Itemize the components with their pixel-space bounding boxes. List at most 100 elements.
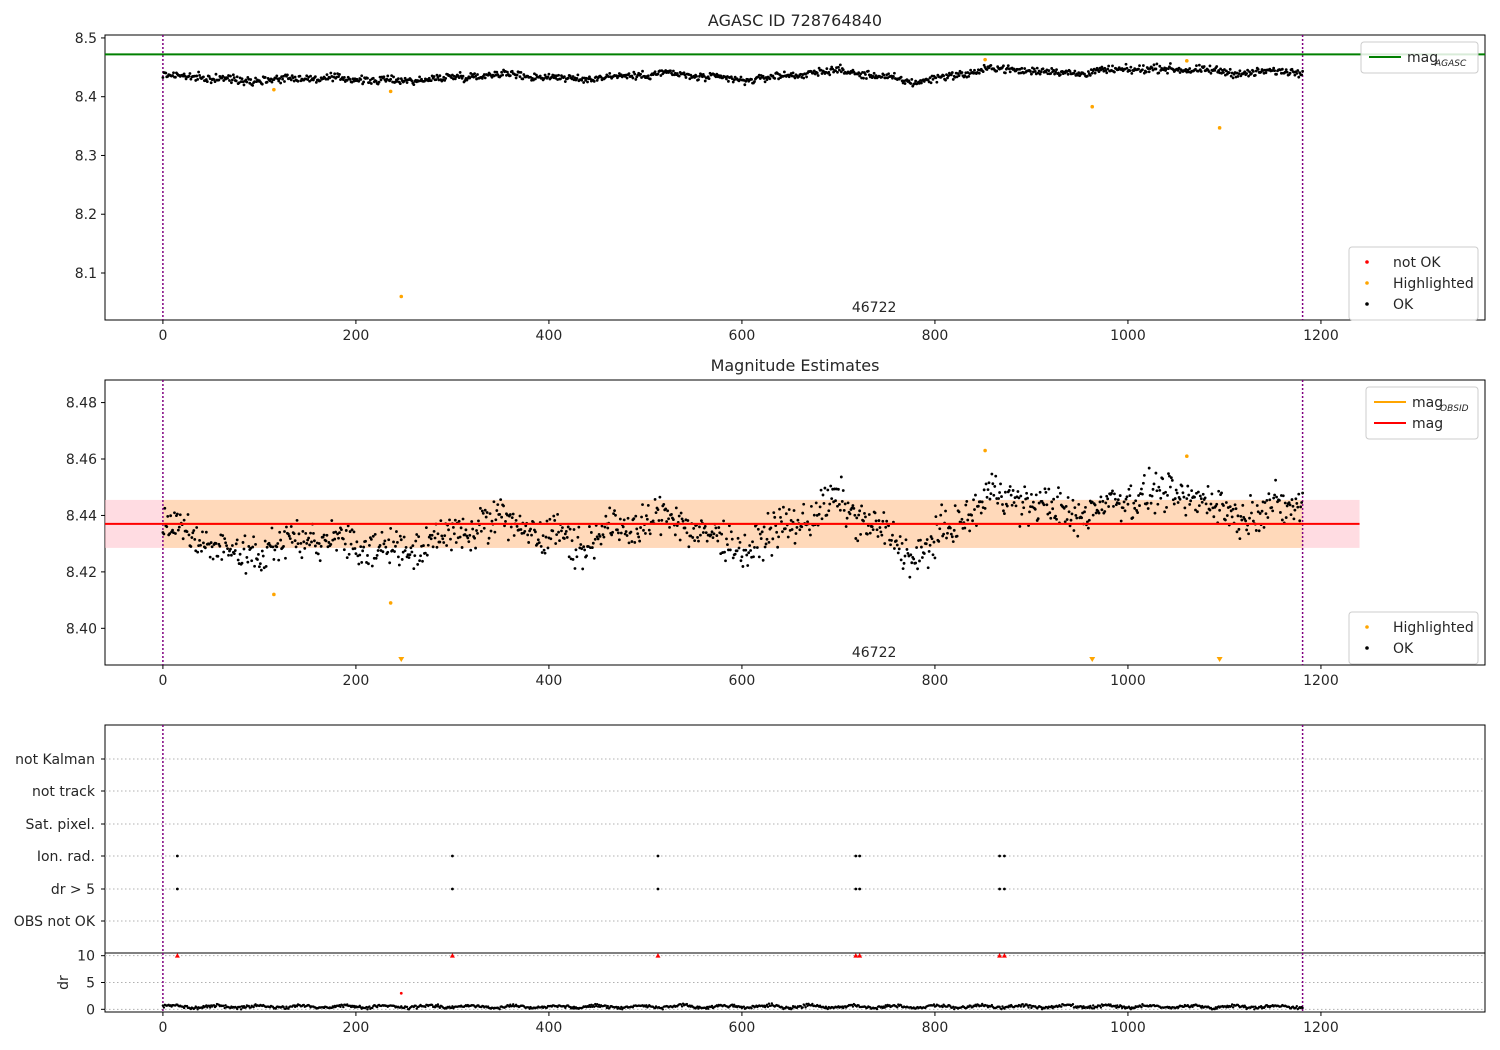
flag-point	[656, 854, 660, 858]
ok-point	[493, 530, 497, 534]
ok-point	[1069, 518, 1073, 522]
ok-point	[575, 555, 579, 559]
ok-point	[1224, 501, 1228, 504]
ok-point	[1157, 71, 1161, 75]
ok-point	[238, 552, 242, 556]
ok-point	[692, 527, 696, 530]
flag-point	[998, 887, 1001, 891]
ok-point	[431, 545, 435, 549]
ok-point	[638, 539, 642, 543]
ok-point	[1280, 518, 1284, 522]
ok-point	[328, 76, 332, 80]
ok-point	[163, 506, 167, 510]
ok-point	[511, 512, 515, 516]
ok-point	[848, 512, 852, 516]
ok-point	[969, 68, 973, 72]
ok-point	[725, 537, 728, 541]
dr-point	[366, 1008, 369, 1011]
ok-point	[626, 516, 630, 520]
ok-point	[1138, 504, 1141, 507]
ok-point	[783, 527, 787, 531]
ok-point	[348, 530, 352, 533]
ok-point	[1098, 500, 1102, 504]
ok-point	[1003, 71, 1007, 75]
ok-point	[864, 515, 867, 519]
ok-point	[1165, 506, 1168, 509]
ok-point	[599, 75, 603, 79]
ok-point	[1231, 507, 1235, 511]
ok-point	[750, 77, 753, 81]
ok-point	[434, 78, 438, 81]
ok-point	[1182, 495, 1186, 499]
ok-point	[359, 545, 363, 549]
dr-point	[765, 1003, 769, 1007]
ok-point	[890, 539, 893, 542]
ok-point	[1140, 487, 1143, 491]
ok-point	[1273, 493, 1277, 497]
ok-point	[161, 76, 165, 79]
ok-point	[334, 530, 338, 534]
x-tick-label: 1000	[1110, 673, 1146, 689]
ok-point	[198, 74, 201, 77]
ok-point	[1165, 67, 1168, 70]
ok-point	[522, 73, 526, 76]
ok-point	[542, 548, 546, 552]
ok-point	[997, 497, 1001, 500]
ok-point	[458, 71, 462, 74]
ok-point	[1002, 64, 1005, 68]
flag-point	[858, 854, 862, 858]
ok-point	[765, 537, 769, 541]
ok-point	[473, 536, 477, 540]
ok-point	[393, 550, 396, 553]
ok-point	[1161, 477, 1165, 481]
ok-point	[1231, 76, 1235, 80]
dr-point	[952, 1005, 955, 1009]
ok-point	[1038, 72, 1042, 76]
ok-point	[1077, 71, 1081, 75]
ok-point	[1151, 487, 1155, 491]
ok-point	[244, 78, 248, 82]
ok-point	[580, 78, 584, 82]
dr-point	[1099, 1006, 1103, 1009]
ok-point	[195, 74, 199, 78]
dr-point	[1089, 1004, 1092, 1008]
ok-point	[1000, 495, 1003, 498]
ok-point	[775, 530, 779, 534]
ok-point	[1255, 504, 1259, 507]
ok-point	[467, 540, 471, 544]
ok-point	[773, 515, 777, 519]
ok-point	[1072, 529, 1076, 532]
ok-point	[622, 518, 626, 522]
dr-point	[1231, 1006, 1235, 1009]
dr-point	[1021, 1003, 1024, 1006]
ok-point	[534, 77, 537, 81]
ok-point	[226, 76, 229, 80]
ok-point	[1241, 503, 1245, 507]
ok-point	[248, 81, 252, 85]
ok-point	[614, 513, 617, 517]
ok-point	[1208, 508, 1212, 512]
dr-point	[435, 1005, 439, 1008]
ok-point	[557, 530, 560, 534]
ok-point	[1248, 516, 1251, 520]
ok-point	[905, 548, 909, 551]
ok-point	[1097, 511, 1101, 515]
dr-point	[604, 1004, 608, 1007]
ok-point	[1071, 498, 1075, 502]
dr-point	[595, 1003, 599, 1006]
ok-point	[993, 485, 997, 488]
ok-point	[541, 534, 545, 538]
ok-point	[290, 540, 294, 544]
ok-point	[1033, 507, 1037, 511]
ok-point	[910, 561, 914, 565]
ok-point	[1177, 66, 1181, 70]
ok-point	[825, 67, 829, 71]
ok-point	[308, 543, 311, 547]
ok-point	[388, 561, 392, 565]
dr-point	[953, 1007, 956, 1011]
highlighted-point	[983, 57, 987, 62]
ok-point	[379, 78, 383, 82]
ok-point	[973, 68, 976, 72]
ok-point	[1009, 493, 1013, 497]
legend-subscript: OBSID	[1440, 404, 1469, 414]
